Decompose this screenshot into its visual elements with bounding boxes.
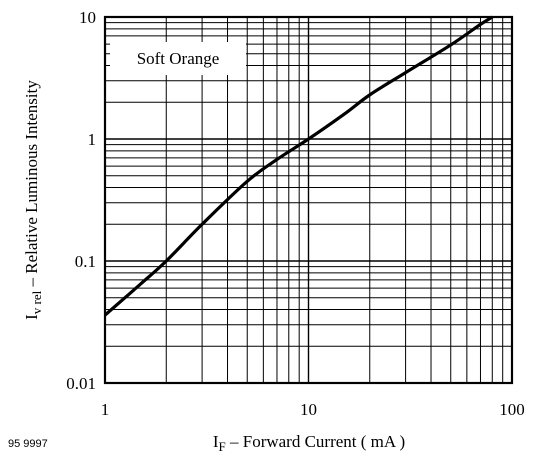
y-axis-label: Iv rel – Relative Luminous Intensity (22, 80, 44, 320)
plot-frame (103, 15, 514, 385)
data-marks (103, 15, 494, 317)
y-tick-label: 0.01 (66, 374, 96, 393)
legend-background (110, 42, 246, 75)
y-axis-ticks: 0.01 0.1 1 10 (66, 8, 96, 393)
y-tick-label: 1 (88, 130, 97, 149)
x-tick-label: 1 (101, 400, 110, 419)
y-tick-label: 10 (79, 8, 96, 27)
y-tick-label: 0.1 (75, 252, 96, 271)
x-tick-label: 10 (300, 400, 317, 419)
legend-box: Soft Orange (110, 42, 246, 75)
figure-code: 95 9997 (8, 438, 48, 450)
x-axis-ticks: 1 10 100 (101, 400, 525, 419)
series-label-soft-orange: Soft Orange (137, 49, 220, 68)
x-axis-label: IF – Forward Current ( mA ) (213, 432, 405, 454)
x-tick-label: 100 (499, 400, 525, 419)
series-line (103, 15, 494, 317)
grid-lines (105, 17, 512, 383)
